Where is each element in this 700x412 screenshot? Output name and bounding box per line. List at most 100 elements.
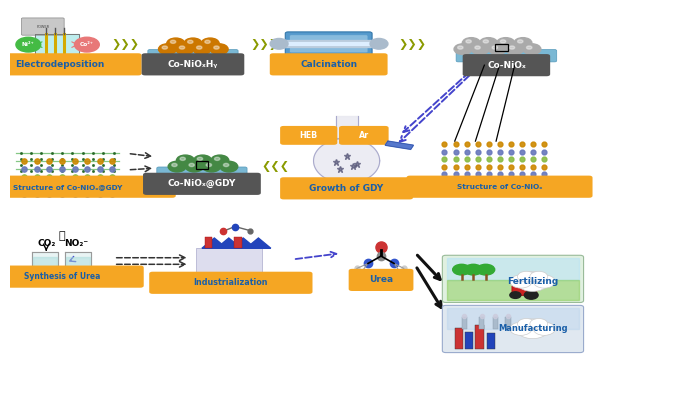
- Circle shape: [458, 46, 463, 49]
- Circle shape: [517, 318, 536, 329]
- Text: Electrodeposition: Electrodeposition: [15, 60, 105, 69]
- Circle shape: [211, 155, 229, 166]
- Bar: [479, 317, 484, 329]
- FancyBboxPatch shape: [407, 176, 592, 198]
- Circle shape: [162, 46, 167, 49]
- Circle shape: [454, 44, 472, 54]
- Bar: [496, 44, 508, 51]
- FancyBboxPatch shape: [0, 176, 176, 198]
- Bar: [234, 237, 242, 248]
- Polygon shape: [385, 141, 414, 149]
- Circle shape: [189, 164, 195, 166]
- Circle shape: [523, 44, 541, 54]
- Text: Co-NiOₓHᵧ: Co-NiOₓHᵧ: [168, 60, 218, 69]
- Circle shape: [167, 38, 185, 49]
- Text: Synthesis of Urea: Synthesis of Urea: [24, 272, 100, 281]
- Text: 🌾: 🌾: [59, 231, 65, 241]
- Text: ❮❮❮: ❮❮❮: [262, 162, 290, 173]
- FancyBboxPatch shape: [280, 126, 337, 145]
- Circle shape: [505, 44, 524, 54]
- Bar: [461, 317, 467, 329]
- FancyBboxPatch shape: [22, 18, 64, 35]
- Circle shape: [514, 37, 532, 48]
- Polygon shape: [447, 308, 579, 329]
- Text: Co-NiOₓ@GDY: Co-NiOₓ@GDY: [168, 179, 236, 188]
- Circle shape: [516, 319, 549, 339]
- Polygon shape: [314, 138, 379, 183]
- Text: POWER: POWER: [36, 25, 50, 28]
- Circle shape: [517, 40, 523, 43]
- Text: HEB: HEB: [300, 131, 318, 140]
- Circle shape: [471, 44, 489, 54]
- Circle shape: [188, 40, 193, 43]
- FancyBboxPatch shape: [286, 32, 372, 56]
- Circle shape: [517, 271, 536, 282]
- FancyBboxPatch shape: [442, 255, 584, 302]
- FancyBboxPatch shape: [442, 305, 584, 353]
- Circle shape: [464, 265, 482, 275]
- Text: Structure of Co-NiOₓ@GDY: Structure of Co-NiOₓ@GDY: [13, 184, 122, 190]
- Circle shape: [206, 164, 211, 166]
- FancyBboxPatch shape: [270, 53, 388, 75]
- Circle shape: [497, 37, 514, 48]
- Circle shape: [205, 40, 210, 43]
- Circle shape: [176, 44, 194, 54]
- Circle shape: [193, 44, 211, 54]
- Bar: [505, 317, 510, 329]
- Text: Fertilizing: Fertilizing: [507, 277, 558, 286]
- Circle shape: [214, 46, 219, 49]
- FancyBboxPatch shape: [512, 286, 537, 295]
- FancyBboxPatch shape: [143, 173, 261, 195]
- Text: Industrialization: Industrialization: [194, 278, 268, 287]
- Circle shape: [74, 37, 99, 52]
- Circle shape: [516, 272, 549, 291]
- FancyBboxPatch shape: [339, 126, 389, 145]
- Text: Co²⁺: Co²⁺: [80, 42, 94, 47]
- Polygon shape: [32, 252, 58, 269]
- FancyBboxPatch shape: [0, 266, 144, 288]
- Text: Structure of Co-NiOₓ: Structure of Co-NiOₓ: [457, 184, 542, 190]
- Text: Co-NiOₓ: Co-NiOₓ: [487, 61, 526, 70]
- Polygon shape: [66, 258, 90, 268]
- Polygon shape: [447, 258, 579, 280]
- Circle shape: [168, 161, 186, 172]
- Polygon shape: [33, 258, 57, 268]
- Circle shape: [270, 38, 288, 49]
- FancyBboxPatch shape: [289, 35, 368, 53]
- Polygon shape: [216, 238, 242, 248]
- Circle shape: [194, 155, 211, 166]
- FancyBboxPatch shape: [456, 49, 556, 62]
- Circle shape: [186, 161, 203, 172]
- Bar: [487, 333, 496, 349]
- FancyBboxPatch shape: [0, 53, 141, 75]
- Text: ❯❯❯: ❯❯❯: [398, 39, 426, 50]
- Circle shape: [483, 40, 489, 43]
- Text: Growth of GDY: Growth of GDY: [309, 184, 384, 193]
- Circle shape: [370, 38, 388, 49]
- Circle shape: [210, 44, 228, 54]
- Text: Ar: Ar: [358, 131, 369, 140]
- Circle shape: [158, 44, 176, 54]
- Circle shape: [214, 157, 220, 160]
- Circle shape: [530, 271, 548, 282]
- Polygon shape: [34, 34, 79, 57]
- Circle shape: [510, 46, 514, 49]
- Circle shape: [184, 38, 202, 49]
- Circle shape: [197, 157, 202, 160]
- Circle shape: [510, 322, 532, 335]
- Bar: [455, 328, 463, 349]
- Bar: [465, 332, 473, 349]
- Circle shape: [533, 322, 555, 335]
- Polygon shape: [202, 238, 227, 248]
- Circle shape: [510, 275, 532, 288]
- Circle shape: [475, 46, 480, 49]
- Circle shape: [477, 265, 495, 275]
- Bar: [204, 237, 212, 248]
- Circle shape: [202, 161, 220, 172]
- Circle shape: [197, 46, 202, 49]
- Circle shape: [526, 46, 532, 49]
- Circle shape: [201, 38, 219, 49]
- Text: Calcination: Calcination: [300, 60, 357, 69]
- Polygon shape: [231, 238, 255, 248]
- Circle shape: [500, 40, 505, 43]
